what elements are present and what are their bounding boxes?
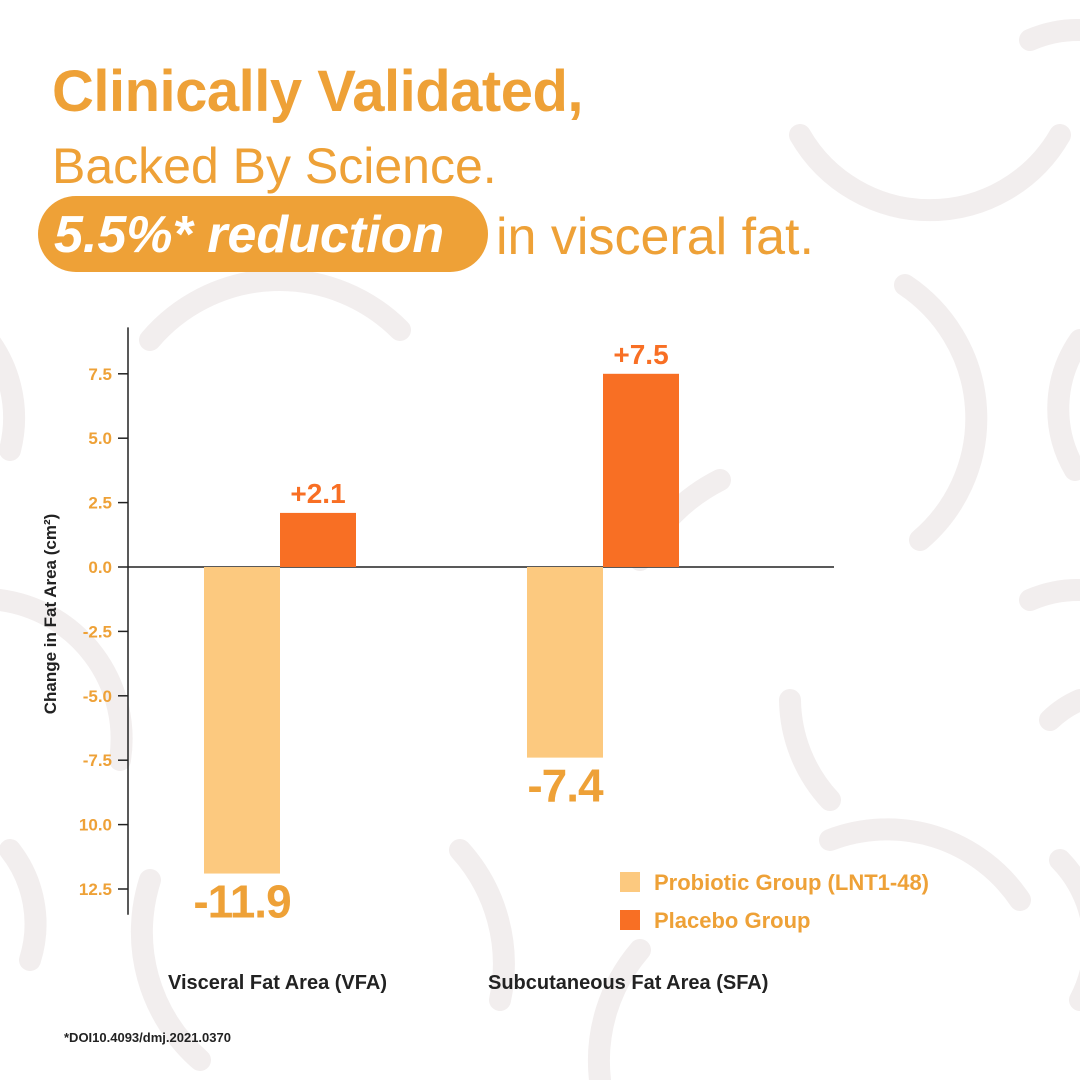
legend-probiotic: Probiotic Group (LNT1-48) <box>620 870 929 896</box>
y-axis-title: Change in Fat Area (cm²) <box>41 514 60 715</box>
category-label-sfa: Subcutaneous Fat Area (SFA) <box>488 972 769 994</box>
data-label-probiotic-vfa: -11.9 <box>193 876 290 928</box>
y-tick-label: 10.0 <box>79 816 112 835</box>
data-label-placebo-vfa: +2.1 <box>290 478 345 509</box>
headline-rest: in visceral fat. <box>496 208 814 266</box>
bar-placebo-sfa <box>603 373 679 567</box>
highlight-pill <box>38 196 488 272</box>
highlight-text: 5.5%* reduction <box>54 206 445 264</box>
bar-probiotic-sfa <box>527 567 603 758</box>
y-tick-label: 2.5 <box>88 494 112 513</box>
category-label-vfa: Visceral Fat Area (VFA) <box>168 972 387 994</box>
bar-placebo-vfa <box>280 512 356 567</box>
y-tick-label: -7.5 <box>83 751 112 770</box>
y-tick-label: -5.0 <box>83 687 112 706</box>
y-tick-label: -2.5 <box>83 622 112 641</box>
y-tick-label: 0.0 <box>88 558 112 577</box>
data-label-probiotic-sfa: -7.4 <box>527 760 604 812</box>
headline-subtitle: Backed By Science. <box>52 138 497 194</box>
data-label-placebo-sfa: +7.5 <box>613 339 668 370</box>
legend-placebo: Placebo Group <box>620 908 810 934</box>
legend-swatch-probiotic <box>620 872 640 892</box>
y-tick-label: 7.5 <box>88 365 112 384</box>
headline-title: Clinically Validated, <box>52 59 584 124</box>
legend-swatch-placebo <box>620 910 640 930</box>
legend-label-placebo: Placebo Group <box>654 908 811 933</box>
y-tick-label: 12.5 <box>79 880 112 899</box>
bar-probiotic-vfa <box>204 567 280 874</box>
footnote: *DOI10.4093/dmj.2021.0370 <box>64 1030 231 1045</box>
y-tick-label: 5.0 <box>88 429 112 448</box>
legend-label-probiotic: Probiotic Group (LNT1-48) <box>654 870 929 895</box>
